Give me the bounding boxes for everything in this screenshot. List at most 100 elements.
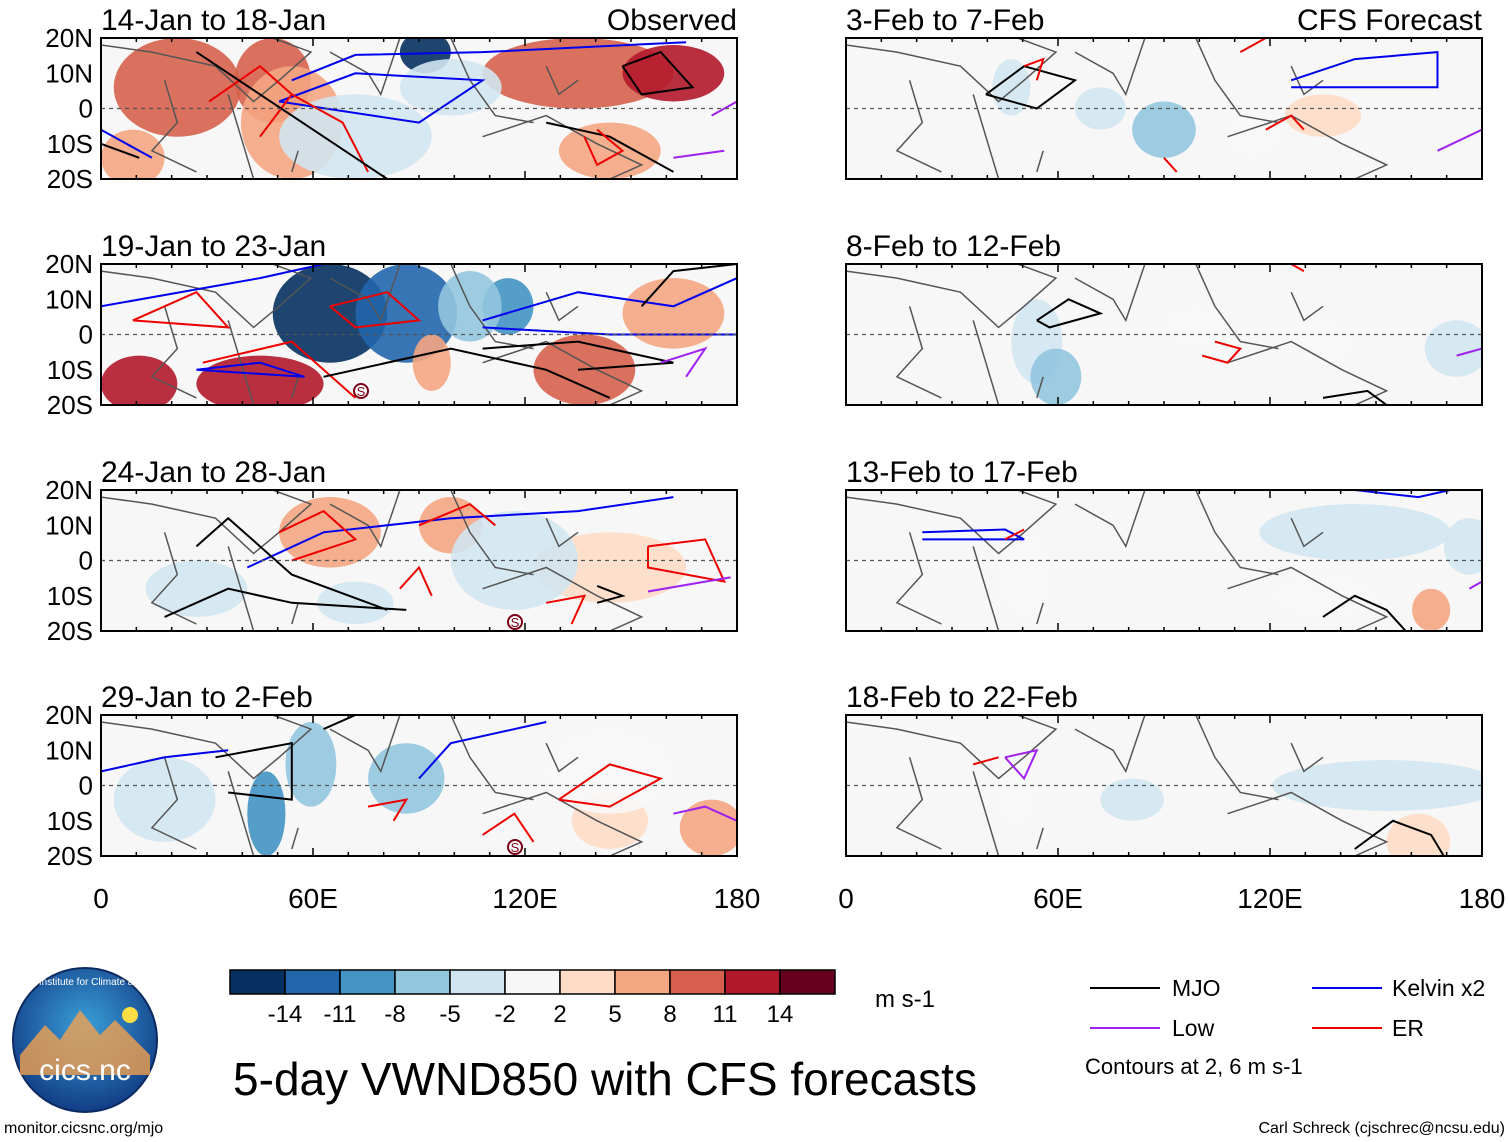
wave-contour — [164, 587, 407, 618]
anomaly-blob — [1074, 87, 1126, 130]
colorbar-swatch — [724, 969, 781, 995]
anomaly-blob — [998, 757, 1037, 828]
wave-contour — [660, 346, 708, 378]
lat-label: 20S — [47, 164, 93, 194]
footer-credit: Carl Schreck (cjschrec@ncsu.edu) — [1258, 1120, 1505, 1137]
colorbar-swatch — [394, 969, 451, 995]
anomaly-blob — [101, 355, 178, 405]
wave-contour — [195, 51, 388, 179]
anomaly-blob — [247, 771, 286, 856]
wave-contour — [195, 516, 388, 611]
wave-contour — [278, 72, 486, 124]
anomaly-blob — [1100, 778, 1164, 821]
wave-contour — [1437, 128, 1482, 152]
anomaly-blob — [679, 799, 737, 856]
wave-contour — [1322, 594, 1407, 631]
coastline — [101, 264, 644, 405]
legend-label-mjo: MJO — [1172, 975, 1221, 1001]
legend: MJO Kelvin x2 Low ER Contours at 2, 6 m … — [1085, 975, 1485, 1079]
cics-logo: cics.nc Cooperative Institute for Climat… — [0, 967, 188, 1113]
anomaly-blob — [113, 757, 216, 842]
coastline — [846, 715, 1389, 856]
panel-title: 24-Jan to 28-Jan — [101, 456, 326, 489]
anomaly-blob — [622, 45, 725, 102]
colorbar-units: m s-1 — [875, 986, 935, 1013]
svg-text:S: S — [511, 840, 520, 855]
wave-contour — [101, 142, 140, 159]
lat-label: 0 — [79, 546, 93, 576]
colorbar-swatch — [449, 969, 506, 995]
wave-contour — [647, 576, 731, 593]
anomaly-blob — [196, 355, 324, 405]
lon-label: 0 — [93, 883, 109, 914]
wave-contour — [1456, 347, 1482, 357]
wave-contour — [583, 128, 625, 167]
panel-title: 19-Jan to 23-Jan — [101, 230, 326, 263]
wave-contour — [1036, 298, 1104, 329]
anomaly-blob — [272, 264, 388, 363]
wave-contour — [558, 763, 664, 808]
wave-contour — [1322, 389, 1388, 405]
colorbar-label: -8 — [384, 1001, 405, 1028]
lon-label: 120E — [1237, 883, 1302, 914]
coastline — [101, 490, 644, 631]
map-panel: 24-Jan to 28-Jan 20N 10N 0 10S 20S — [45, 456, 738, 646]
anomaly-blob — [1272, 574, 1374, 617]
wave-contour — [1239, 38, 1267, 53]
wave-contour — [711, 100, 737, 117]
lat-label: 20S — [47, 390, 93, 420]
wave-contour — [1354, 819, 1445, 856]
lat-label: 20S — [47, 841, 93, 871]
lon-label: 180 — [714, 883, 761, 914]
wave-contour — [329, 291, 422, 329]
wave-contour — [278, 509, 358, 562]
anomaly-blob — [482, 38, 674, 109]
lat-label: 20N — [45, 23, 93, 53]
wave-contour — [640, 264, 737, 307]
coastline — [101, 38, 644, 179]
anomaly-blob — [450, 511, 578, 610]
map-panel: 14-Jan to 18-Jan Observed 20N 10N 0 10S 20S — [45, 4, 738, 194]
map-panel: 8-Feb to 12-Feb — [845, 230, 1483, 406]
wave-contour — [673, 805, 737, 822]
lon-label: 60E — [288, 883, 338, 914]
lat-label: 20S — [47, 616, 93, 646]
colorbar-swatch — [614, 969, 671, 995]
wave-contour — [291, 41, 687, 82]
anomaly-blob — [1272, 760, 1482, 811]
anomaly-blob — [998, 532, 1050, 617]
anomaly-blob — [1284, 94, 1362, 137]
lat-label: 10S — [47, 581, 93, 611]
anomaly-blob — [317, 581, 394, 624]
anomaly-blob — [113, 38, 241, 137]
anomaly-blob — [1030, 348, 1082, 405]
colorbar-swatch — [669, 969, 726, 995]
legend-label-er: ER — [1392, 1015, 1424, 1041]
panel-background — [846, 264, 1482, 405]
wave-contour — [101, 749, 229, 773]
wave-contour — [596, 584, 626, 604]
panel-tag: CFS Forecast — [1297, 4, 1483, 37]
wave-contour — [1004, 528, 1025, 541]
anomaly-blob — [285, 722, 337, 807]
colorbar-swatch — [229, 969, 286, 995]
panel-title: 3-Feb to 7-Feb — [846, 4, 1044, 37]
colorbar-label: 14 — [767, 1001, 794, 1028]
legend-label-kelvin: Kelvin x2 — [1392, 975, 1485, 1001]
storm-marker-icon: S — [507, 839, 523, 855]
colorbar-swatch — [504, 969, 561, 995]
lon-label: 180 — [1459, 883, 1506, 914]
wave-contour — [482, 277, 737, 322]
logo-sun-icon — [122, 1007, 138, 1023]
map-panel: 3-Feb to 7-Feb CFS Forecast — [845, 4, 1483, 180]
lon-label: 60E — [1033, 883, 1083, 914]
lat-label: 0 — [79, 771, 93, 801]
colorbar-label: -2 — [494, 1001, 515, 1028]
wave-contour — [291, 93, 369, 173]
wave-contour — [482, 340, 674, 371]
anomaly-blob — [1132, 101, 1196, 158]
wave-contour — [323, 715, 356, 731]
anomaly-blob — [1227, 115, 1279, 158]
panel-title: 13-Feb to 17-Feb — [846, 456, 1078, 489]
